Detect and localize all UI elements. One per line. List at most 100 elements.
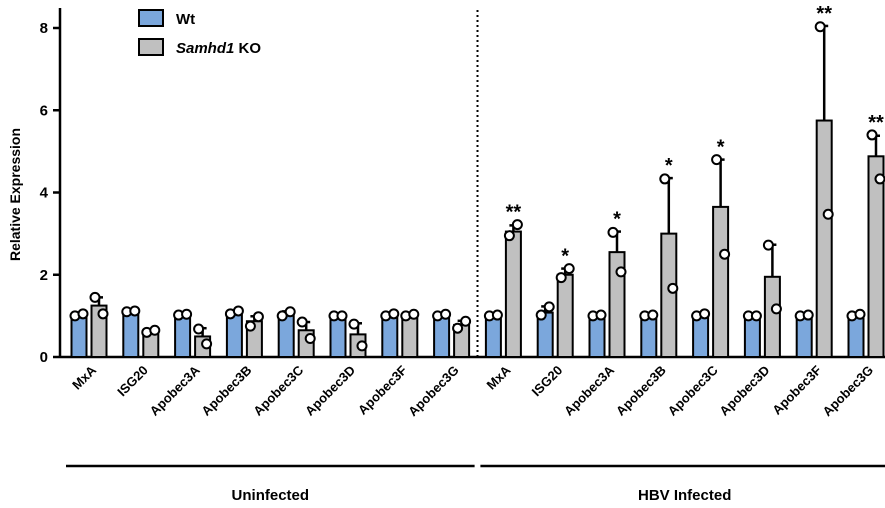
data-point	[440, 308, 452, 320]
bar-ko	[712, 205, 730, 358]
data-point	[659, 173, 671, 185]
data-point	[452, 322, 464, 334]
x-tick-label: Apobec3B	[613, 363, 669, 419]
significance-label: *	[561, 246, 569, 268]
y-tick-label: 6	[40, 102, 48, 119]
bar-ko	[763, 275, 781, 358]
data-point	[201, 338, 213, 350]
x-tick-label: Apobec3G	[405, 363, 462, 420]
y-tick-label: 8	[40, 20, 48, 37]
bar-wt	[484, 314, 502, 358]
data-point	[77, 308, 89, 320]
data-point	[511, 219, 523, 231]
data-point	[491, 309, 503, 321]
data-point	[181, 308, 193, 320]
group-label: Uninfected	[232, 487, 310, 504]
data-point	[193, 323, 205, 335]
bar-ko	[815, 119, 833, 358]
x-tick-label: Apobec3C	[250, 362, 306, 418]
data-point	[304, 332, 316, 344]
bar-wt	[329, 314, 347, 358]
x-tick-label: Apobec3F	[769, 362, 824, 417]
x-tick-label: MxA	[484, 362, 514, 392]
significance-label: *	[613, 209, 621, 231]
data-point	[874, 173, 885, 185]
legend-swatch	[138, 9, 164, 27]
data-point	[460, 315, 472, 327]
y-tick-label: 2	[40, 267, 48, 284]
bar-wt	[847, 314, 865, 358]
data-point	[336, 310, 348, 322]
bar-wt	[692, 314, 710, 358]
significance-label: *	[717, 137, 725, 159]
bar-wt	[70, 314, 88, 358]
bar-wt	[588, 314, 606, 358]
data-point	[563, 263, 575, 275]
data-point	[232, 305, 244, 317]
data-point	[667, 282, 679, 294]
x-tick-label: Apobec3D	[302, 363, 358, 419]
data-point	[647, 309, 659, 321]
significance-label: *	[665, 155, 673, 177]
data-point	[595, 309, 607, 321]
data-point	[284, 306, 296, 318]
x-tick-label: Apobec3D	[716, 363, 772, 419]
bar-wt	[122, 311, 140, 358]
legend-label: Wt	[176, 11, 195, 28]
x-tick-label: Apobec3C	[665, 362, 721, 418]
bar-wt	[795, 314, 813, 358]
data-point	[252, 311, 264, 323]
data-point	[750, 310, 762, 322]
legend-label: Samhd1 KO	[176, 40, 261, 57]
data-point	[388, 308, 400, 320]
data-point	[719, 248, 731, 260]
data-point	[535, 309, 547, 321]
y-tick-label: 4	[40, 185, 49, 202]
data-point	[348, 318, 360, 330]
x-tick-label: Apobec3B	[198, 363, 254, 419]
bar-wt	[174, 314, 192, 358]
group-label: HBV Infected	[638, 487, 731, 504]
data-point	[607, 226, 619, 238]
x-tick-label: MxA	[69, 362, 99, 392]
bar-wt	[381, 314, 399, 358]
data-point	[711, 154, 723, 166]
bar-ko	[556, 273, 574, 358]
data-point	[615, 266, 627, 278]
data-point	[503, 230, 515, 242]
data-point	[356, 340, 368, 352]
data-point	[97, 308, 109, 320]
significance-label: **	[868, 112, 884, 134]
bar-ko	[401, 314, 419, 358]
data-point	[408, 308, 420, 320]
legend-swatch	[138, 38, 164, 56]
data-point	[762, 239, 774, 251]
data-point	[555, 272, 567, 284]
data-point	[129, 305, 141, 317]
x-tick-label: Apobec3A	[561, 362, 617, 418]
data-point	[770, 303, 782, 315]
significance-label: **	[506, 202, 522, 224]
bar-wt	[640, 314, 658, 358]
data-point	[802, 309, 814, 321]
significance-label: **	[816, 3, 832, 25]
data-point	[854, 308, 866, 320]
bar-wt	[743, 314, 761, 358]
data-point	[822, 208, 834, 220]
data-point	[699, 308, 711, 320]
y-axis-title: Relative Expression	[7, 128, 23, 261]
data-point	[866, 129, 878, 141]
x-tick-label: ISG20	[114, 363, 151, 400]
bar-ko	[660, 232, 678, 358]
data-point	[296, 316, 308, 328]
bar-wt	[433, 314, 451, 358]
x-tick-label: ISG20	[529, 363, 566, 400]
data-point	[244, 320, 256, 332]
data-point	[149, 324, 161, 336]
data-point	[814, 21, 826, 33]
bar-ko	[867, 155, 885, 358]
data-point	[89, 291, 101, 303]
x-tick-label: Apobec3F	[355, 362, 410, 417]
